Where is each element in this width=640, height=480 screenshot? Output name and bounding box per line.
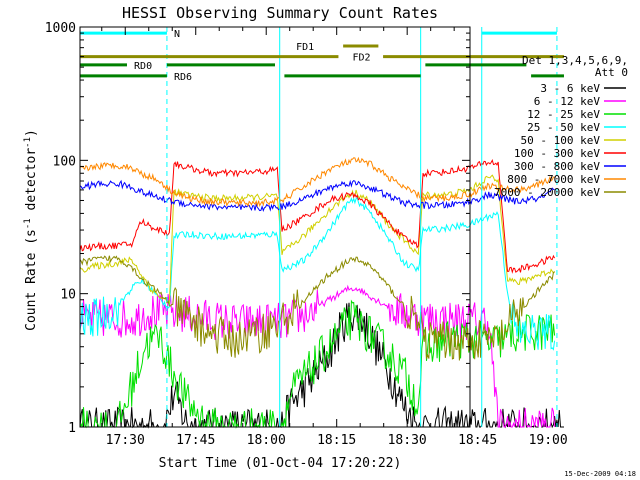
plot-frame: [79, 26, 471, 428]
chart-title: HESSI Observing Summary Count Rates: [122, 4, 438, 22]
legend-label-8: 7000 - 20000 keV: [494, 186, 600, 199]
legend-label-6: 300 - 800 keV: [514, 160, 600, 173]
y-tick-label: 100: [53, 154, 76, 169]
y-tick-label: 10: [60, 288, 76, 303]
x-tick-label: 18:15: [317, 433, 356, 448]
legend-label-7: 800 - 7000 keV: [507, 173, 600, 186]
legend-label-0: 3 - 6 keV: [540, 82, 600, 95]
state-bar-label-N: N: [174, 29, 180, 40]
x-axis-label: Start Time (01-Oct-04 17:20:22): [159, 456, 402, 471]
y-axis-label: Count Rate (s-1 detector-1): [23, 129, 39, 331]
series-line-2: [79, 299, 556, 429]
x-tick-label: 18:30: [388, 433, 427, 448]
x-tick-label: 18:00: [247, 433, 286, 448]
footer-timestamp: 15-Dec-2009 04:18: [564, 470, 636, 478]
legend-label-1: 6 - 12 keV: [534, 95, 601, 108]
legend-label-5: 100 - 300 keV: [514, 147, 600, 160]
state-bar-label-RD0: RD0: [134, 61, 152, 72]
y-tick-label: 1: [68, 421, 76, 436]
legend-label-4: 50 - 100 keV: [521, 134, 601, 147]
x-tick-label: 17:45: [176, 433, 215, 448]
series-line-7: [79, 156, 555, 208]
series-line-8: [79, 255, 555, 361]
x-tick-label: 17:30: [106, 433, 145, 448]
x-tick-label: 18:45: [458, 433, 497, 448]
legend-header: Det 1,3,4,5,6,9,: [522, 54, 628, 67]
legend-header: Att 0: [595, 66, 628, 79]
state-bar-label-FD1: FD1: [296, 42, 314, 53]
plot-area: [80, 27, 470, 427]
y-tick-label: 1000: [45, 21, 76, 36]
series-line-4: [79, 174, 555, 305]
legend-label-2: 12 - 25 keV: [527, 108, 600, 121]
series-line-5: [79, 158, 556, 274]
state-bar-label-RD6: RD6: [174, 72, 192, 83]
x-tick-label: 19:00: [529, 433, 568, 448]
legend-label-3: 25 - 50 keV: [527, 121, 600, 134]
state-bar-label-FD2: FD2: [353, 53, 371, 64]
series-line-6: [79, 179, 555, 212]
